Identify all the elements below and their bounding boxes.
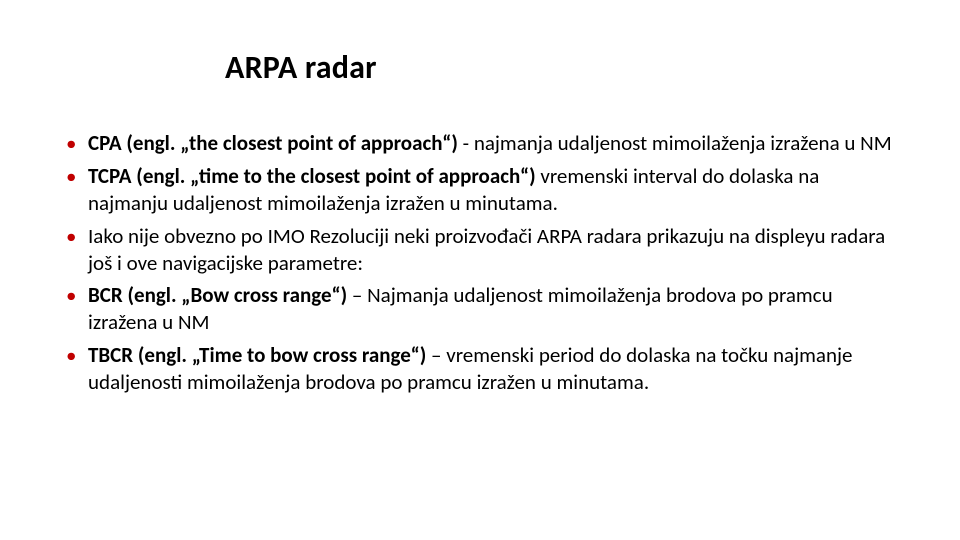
bullet-bold: TBCR (engl. „Time to bow cross range“) [88, 342, 431, 368]
list-item: CPA (engl. „the closest point of approac… [60, 130, 900, 157]
bullet-bold: BCR (engl. „Bow cross range“) [88, 282, 352, 308]
bullet-bold: TCPA (engl. „time to the closest point o… [88, 163, 540, 189]
bullet-text: - najmanja udaljenost mimoilaženja izraž… [458, 130, 892, 156]
slide-title: ARPA radar [225, 48, 377, 87]
list-item: Iako nije obvezno po IMO Rezoluciji neki… [60, 223, 900, 277]
list-item: BCR (engl. „Bow cross range“) – Najmanja… [60, 282, 900, 336]
bullet-text: Iako nije obvezno po IMO Rezoluciji neki… [88, 223, 885, 276]
bullet-bold: CPA (engl. „the closest point of approac… [88, 130, 458, 156]
list-item: TCPA (engl. „time to the closest point o… [60, 163, 900, 217]
slide: ARPA radar CPA (engl. „the closest point… [0, 0, 960, 540]
slide-content: CPA (engl. „the closest point of approac… [60, 130, 900, 402]
bullet-list: CPA (engl. „the closest point of approac… [60, 130, 900, 396]
list-item: TBCR (engl. „Time to bow cross range“) –… [60, 342, 900, 396]
